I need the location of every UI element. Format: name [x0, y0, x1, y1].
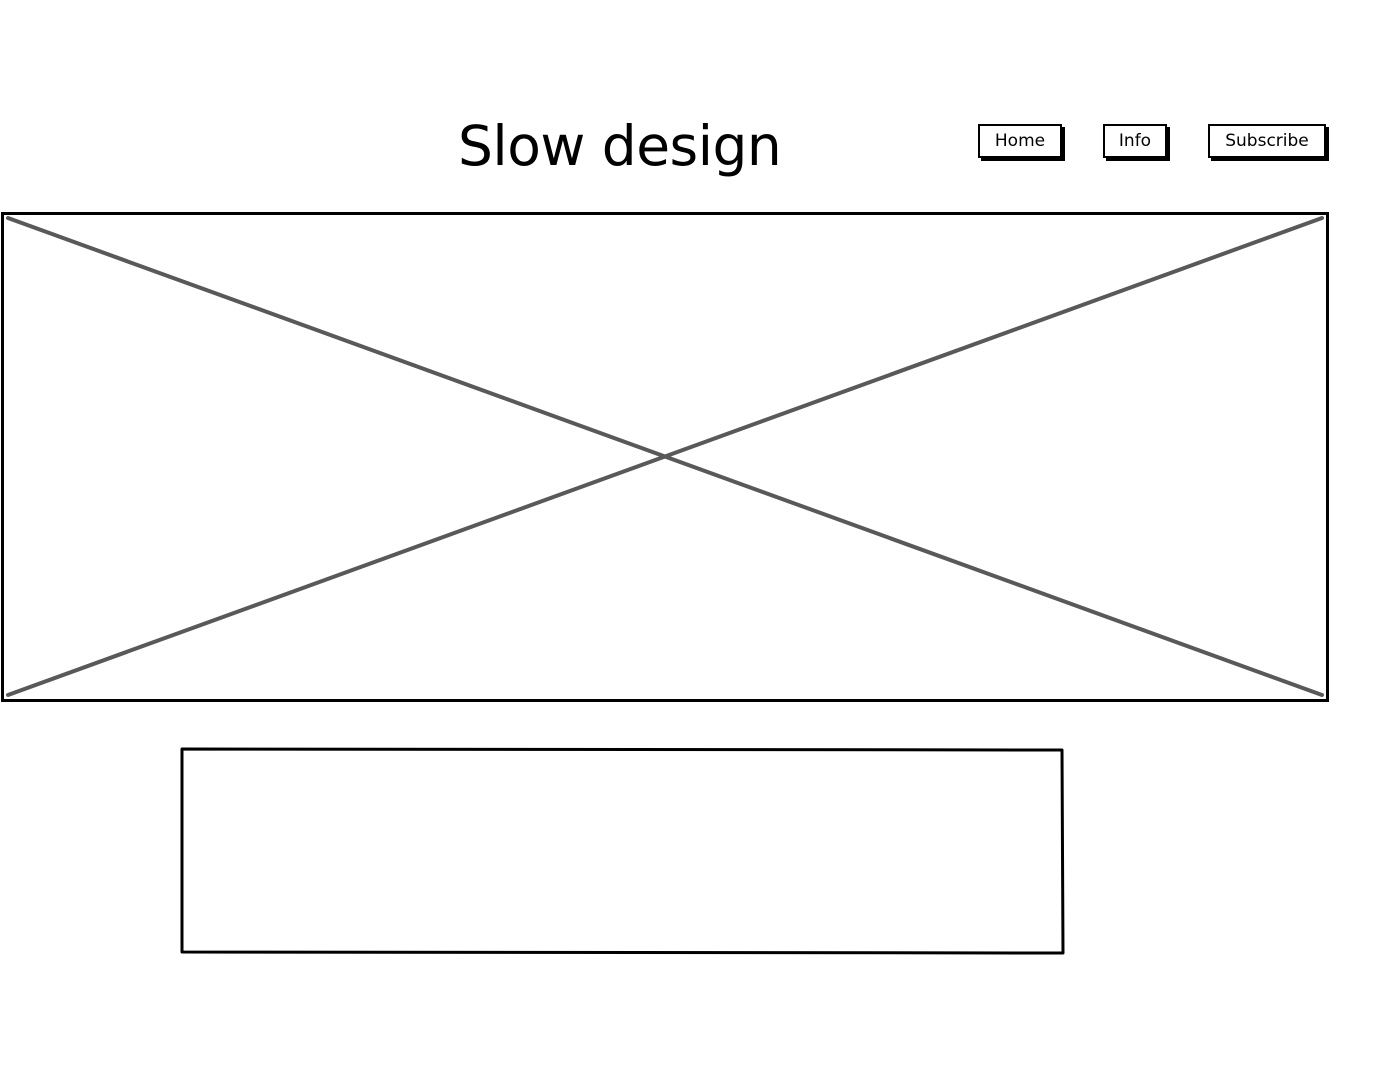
image-placeholder-icon — [1, 212, 1329, 702]
site-title: Slow design — [458, 114, 782, 178]
content-box — [180, 747, 1065, 955]
nav-info-button[interactable]: Info — [1103, 124, 1167, 158]
hero-image-placeholder — [1, 212, 1329, 702]
nav-subscribe-button[interactable]: Subscribe — [1208, 124, 1326, 158]
nav-home-button[interactable]: Home — [978, 124, 1062, 158]
